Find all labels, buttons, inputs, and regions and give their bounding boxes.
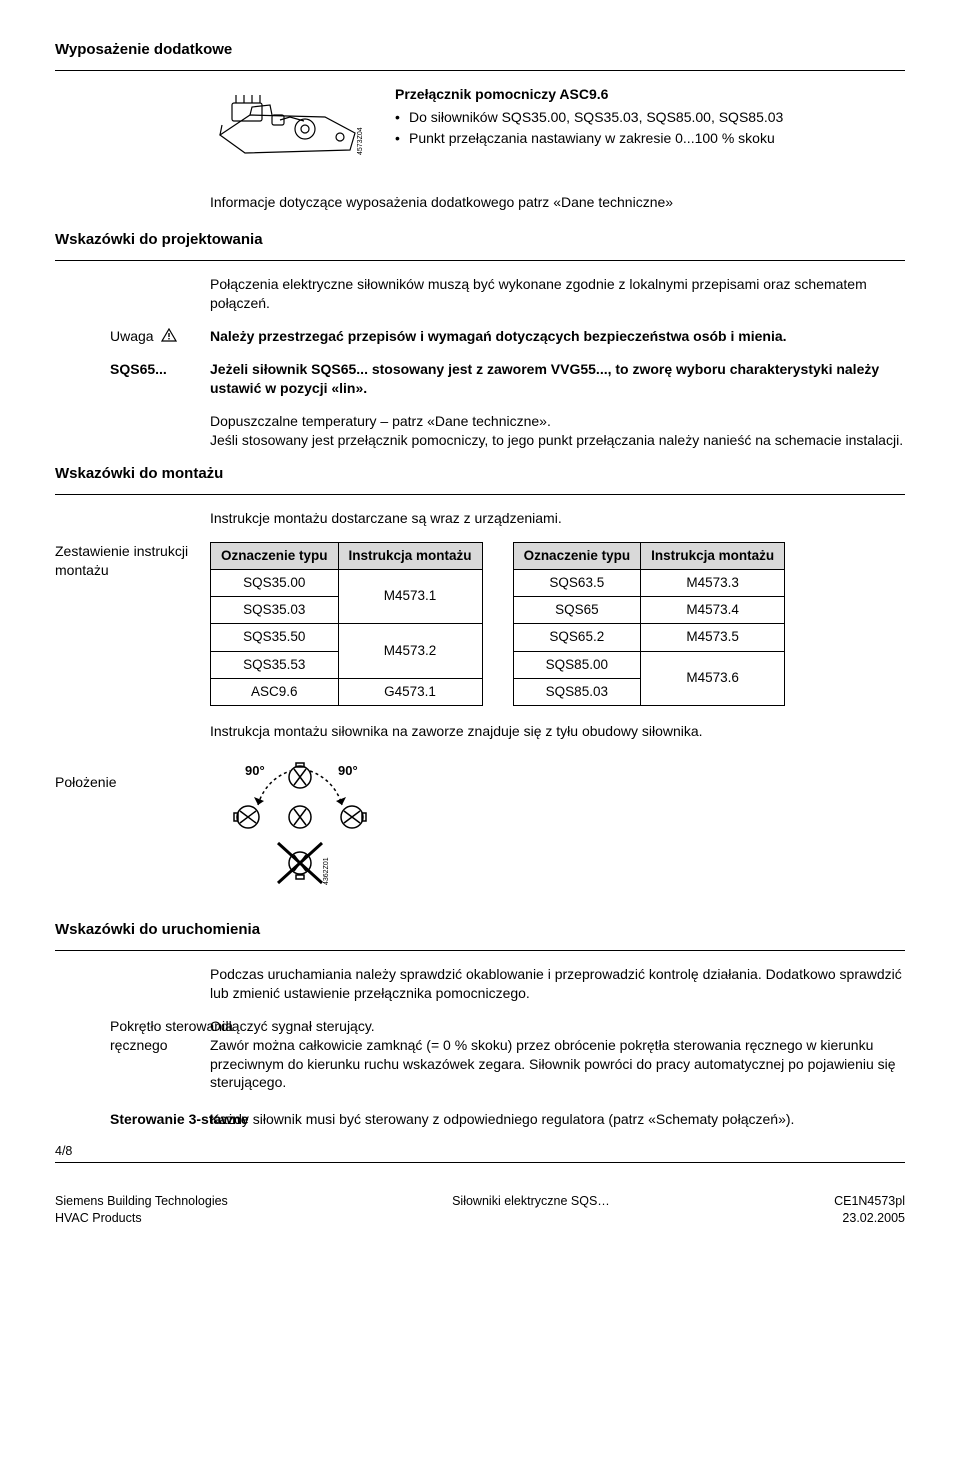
- table-cell: M4573.1: [338, 569, 482, 623]
- bullet-dot: •: [395, 108, 409, 127]
- table-header: Instrukcja montażu: [338, 542, 482, 569]
- tables-side-label: Zestawienie instrukcji montażu: [55, 542, 200, 580]
- device-svg-label: 4573Z04: [357, 128, 364, 156]
- device-row: 4573Z04 Przełącznik pomocniczy ASC9.6 • …: [210, 85, 905, 175]
- sqs65-label: SQS65...: [110, 360, 250, 379]
- orient-deg1: 90°: [245, 763, 265, 778]
- manual-label: Pokrętło sterowania ręcznego: [110, 1017, 250, 1055]
- footer-right: CE1N4573pl 23.02.2005: [834, 1193, 905, 1227]
- instruction-table-2: Oznaczenie typu Instrukcja montażu SQS63…: [513, 542, 786, 706]
- three-label: Sterowanie 3-stawne: [110, 1110, 250, 1129]
- device-text-block: Przełącznik pomocniczy ASC9.6 • Do siłow…: [395, 85, 905, 150]
- manual-row: Pokrętło sterowania ręcznego Odłączyć sy…: [55, 1017, 905, 1093]
- sqs65-row: SQS65... Jeżeli siłownik SQS65... stosow…: [55, 360, 905, 398]
- table-cell: ASC9.6: [211, 678, 339, 705]
- table-cell: SQS35.00: [211, 569, 339, 596]
- table-cell: SQS35.50: [211, 624, 339, 651]
- device-bullet-1: • Do siłowników SQS35.00, SQS35.03, SQS8…: [395, 108, 905, 127]
- three-row: Sterowanie 3-stawne Każdy siłownik musi …: [55, 1110, 905, 1129]
- table-cell: SQS65.2: [513, 624, 641, 651]
- page-footer: Siemens Building Technologies HVAC Produ…: [55, 1193, 905, 1227]
- section-rule: [55, 260, 905, 261]
- table-cell: M4573.4: [641, 597, 785, 624]
- table-cell: G4573.1: [338, 678, 482, 705]
- design-p2b: Jeśli stosowany jest przełącznik pomocni…: [210, 431, 905, 450]
- table-cell: SQS63.5: [513, 569, 641, 596]
- section-title-design: Wskazówki do projektowania: [55, 230, 905, 250]
- design-p1: Połączenia elektryczne siłowników muszą …: [210, 275, 905, 313]
- table-header: Oznaczenie typu: [513, 542, 641, 569]
- orient-svg-label: 4362Z01: [323, 857, 330, 885]
- mount-p1: Instrukcje montażu dostarczane są wraz z…: [210, 509, 905, 528]
- device-illustration: 4573Z04: [210, 85, 375, 175]
- footer-center: Siłowniki elektryczne SQS…: [452, 1193, 610, 1227]
- table-cell: M4573.6: [641, 651, 785, 705]
- table-cell: SQS35.03: [211, 597, 339, 624]
- uwaga-text: Należy przestrzegać przepisów i wymagań …: [210, 327, 905, 346]
- commission-p1: Podczas uruchamiania należy sprawdzić ok…: [210, 965, 905, 1003]
- orientation-block: Położenie: [210, 755, 905, 900]
- table-header: Oznaczenie typu: [211, 542, 339, 569]
- device-title: Przełącznik pomocniczy ASC9.6: [395, 85, 905, 104]
- info-line: Informacje dotyczące wyposażenia dodatko…: [210, 193, 905, 212]
- uwaga-label: Uwaga: [110, 327, 250, 347]
- section-rule: [55, 950, 905, 951]
- section-rule: [55, 494, 905, 495]
- table-cell: M4573.3: [641, 569, 785, 596]
- uwaga-row: Uwaga Należy przestrzegać przepisów i wy…: [55, 327, 905, 346]
- table-cell: M4573.5: [641, 624, 785, 651]
- device-bullet-1-text: Do siłowników SQS35.00, SQS35.03, SQS85.…: [409, 108, 783, 127]
- design-p2a: Dopuszczalne temperatury – patrz «Dane t…: [210, 412, 905, 431]
- table-cell: SQS85.03: [513, 678, 641, 705]
- after-table-note: Instrukcja montażu siłownika na zaworze …: [210, 722, 905, 741]
- instruction-table-1: Oznaczenie typu Instrukcja montażu SQS35…: [210, 542, 483, 706]
- three-text: Każdy siłownik musi być sterowany z odpo…: [210, 1110, 905, 1129]
- section-title-mount: Wskazówki do montażu: [55, 464, 905, 484]
- section-title-equipment: Wyposażenie dodatkowe: [55, 40, 905, 60]
- instruction-tables: Oznaczenie typu Instrukcja montażu SQS35…: [210, 542, 905, 706]
- bullet-dot: •: [395, 129, 409, 148]
- page-number: 4/8: [55, 1143, 905, 1160]
- warning-icon: [161, 328, 177, 347]
- orient-deg2: 90°: [338, 763, 358, 778]
- section-title-commission: Wskazówki do uruchomienia: [55, 920, 905, 940]
- section-rule: [55, 70, 905, 71]
- table-header: Instrukcja montażu: [641, 542, 785, 569]
- sqs65-text: Jeżeli siłownik SQS65... stosowany jest …: [210, 360, 905, 398]
- manual-text: Odłączyć sygnał sterujący. Zawór można c…: [210, 1017, 905, 1093]
- table-cell: SQS85.00: [513, 651, 641, 678]
- footer-left: Siemens Building Technologies HVAC Produ…: [55, 1193, 228, 1227]
- design-p2: Dopuszczalne temperatury – patrz «Dane t…: [210, 412, 905, 450]
- device-bullet-2: • Punkt przełączania nastawiany w zakres…: [395, 129, 905, 148]
- device-bullet-2-text: Punkt przełączania nastawiany w zakresie…: [409, 129, 775, 148]
- table-cell: SQS65: [513, 597, 641, 624]
- table-cell: M4573.2: [338, 624, 482, 678]
- footer-rule: [55, 1162, 905, 1163]
- orientation-label: Położenie: [55, 773, 200, 792]
- table-cell: SQS35.53: [211, 651, 339, 678]
